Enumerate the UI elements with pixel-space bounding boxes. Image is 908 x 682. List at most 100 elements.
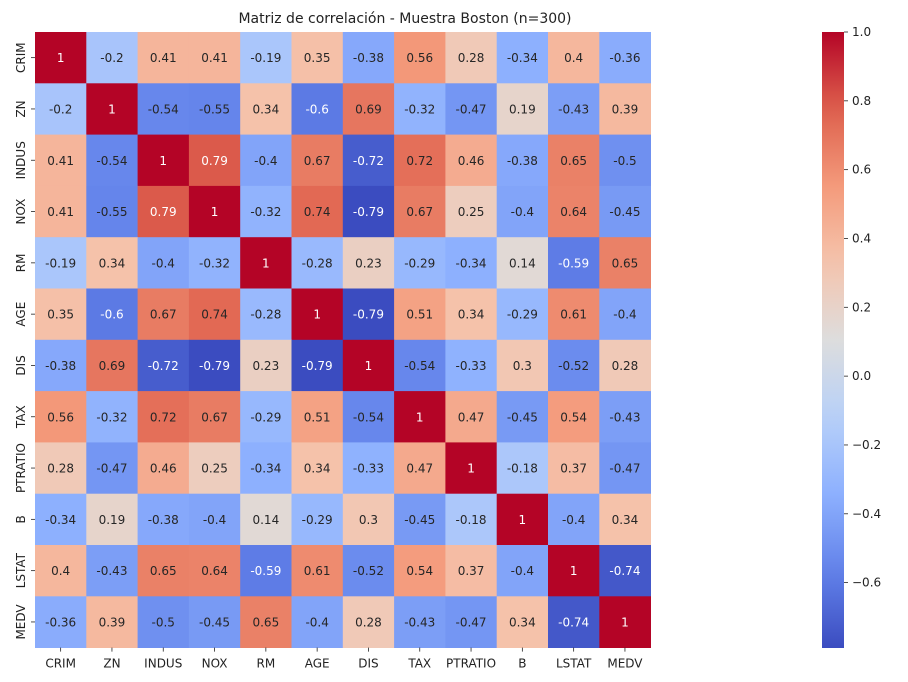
colorbar-tick-label: 1.0 (852, 25, 871, 39)
cell-value-label: -0.2 (100, 51, 123, 65)
cell-value-label: 0.14 (509, 256, 536, 270)
heatmap-cell-tax-lstat (548, 391, 600, 443)
heatmap-cell-indus-rm (240, 134, 292, 187)
cell-value-label: -0.32 (199, 256, 230, 270)
cell-value-label: 1 (262, 256, 270, 270)
cell-value-label: -0.2 (49, 102, 72, 116)
chart-title: Matriz de correlación - Muestra Boston (… (238, 11, 571, 27)
heatmap-cell-age-ptratio (445, 288, 498, 341)
cell-value-label: -0.38 (148, 513, 179, 527)
colorbar-gradient (822, 32, 844, 648)
heatmap-cell-zn-zn (86, 83, 138, 135)
heatmap-cell-zn-crim (35, 83, 87, 135)
y-tick-label-nox: NOX (14, 199, 28, 225)
cell-value-label: -0.36 (45, 615, 76, 629)
heatmap-cell-crim-dis (342, 32, 395, 84)
heatmap-cell-crim-tax (394, 32, 446, 84)
cell-value-label: 0.25 (458, 205, 485, 219)
cell-value-label: 0.67 (150, 308, 177, 322)
cell-value-label: -0.79 (353, 205, 384, 219)
cell-value-label: -0.72 (148, 359, 179, 373)
heatmap-cell-indus-dis (342, 134, 395, 187)
cell-value-label: -0.4 (254, 154, 277, 168)
heatmap-cell-b-lstat (548, 493, 600, 546)
cell-value-label: -0.6 (305, 102, 328, 116)
heatmap-cell-indus-tax (394, 134, 446, 187)
cell-value-label: 0.64 (560, 205, 587, 219)
cell-value-label: -0.45 (507, 410, 538, 424)
colorbar-tick-label: 0.2 (852, 300, 871, 314)
cell-value-label: -0.43 (404, 615, 435, 629)
cell-value-label: -0.29 (404, 256, 435, 270)
cell-value-label: 0.23 (252, 359, 279, 373)
heatmap-cell-ptratio-dis (342, 442, 395, 495)
heatmap-cell-nox-rm (240, 185, 292, 238)
cell-value-label: -0.55 (96, 205, 127, 219)
heatmap-cell-rm-crim (35, 237, 87, 289)
y-tick-label-rm: RM (14, 253, 28, 272)
heatmap-cell-indus-crim (35, 134, 87, 187)
x-tick-label-b: B (518, 657, 526, 671)
y-tick-label-tax: TAX (14, 405, 28, 429)
heatmap-cell-nox-ptratio (445, 185, 498, 238)
heatmap-cell-lstat-ptratio (445, 545, 498, 597)
heatmap-cell-lstat-nox (188, 545, 241, 597)
cell-value-label: 0.39 (612, 102, 639, 116)
y-tick-label-zn: ZN (14, 100, 28, 117)
cell-value-label: 0.25 (201, 462, 228, 476)
heatmap-cell-indus-zn (86, 134, 138, 187)
y-axis-ticks: CRIM ZN INDUS NOX RM AGE DIS TAX PTRATIO B LSTAT ME… (14, 42, 35, 640)
cell-value-label: 1 (159, 154, 167, 168)
cell-value-label: 0.51 (304, 410, 331, 424)
cell-value-label: -0.28 (250, 308, 281, 322)
heatmap-cell-lstat-b (496, 545, 549, 597)
y-tick-label-age: AGE (14, 302, 28, 327)
y-tick-label-indus: INDUS (14, 141, 28, 179)
cell-value-label: 0.28 (612, 359, 639, 373)
heatmap-cell-ptratio-nox (188, 442, 241, 495)
cell-value-label: 0.41 (150, 51, 177, 65)
cell-value-label: 1 (313, 308, 321, 322)
cell-value-label: -0.19 (250, 51, 281, 65)
heatmap-cell-b-crim (35, 493, 87, 546)
heatmap-cell-nox-nox (188, 185, 241, 238)
heatmap-cell-tax-dis (342, 391, 395, 443)
heatmap-cell-tax-indus (137, 391, 190, 443)
heatmap-cell-tax-nox (188, 391, 241, 443)
heatmap-cell-tax-zn (86, 391, 138, 443)
cell-value-label: 0.39 (99, 615, 126, 629)
heatmap-cell-ptratio-tax (394, 442, 446, 495)
cell-value-label: 0.72 (406, 154, 433, 168)
cell-value-label: 1 (211, 205, 219, 219)
heatmap-cell-lstat-tax (394, 545, 446, 597)
cell-value-label: 0.35 (304, 51, 331, 65)
cell-value-label: -0.45 (404, 513, 435, 527)
heatmap-cell-age-indus (137, 288, 190, 341)
cell-value-label: -0.55 (199, 102, 230, 116)
cell-value-label: -0.32 (96, 410, 127, 424)
cell-value-label: 0.4 (564, 51, 583, 65)
heatmap-cell-lstat-rm (240, 545, 292, 597)
cell-value-label: 0.69 (355, 102, 382, 116)
x-tick-label-nox: NOX (202, 657, 228, 671)
heatmap-cell-tax-b (496, 391, 549, 443)
cell-value-label: -0.18 (456, 513, 487, 527)
cell-value-label: -0.33 (353, 462, 384, 476)
colorbar-tick-label: 0.6 (852, 163, 871, 177)
cell-value-label: 0.41 (47, 154, 74, 168)
heatmap-cell-medv-crim (35, 596, 87, 648)
heatmap-cell-ptratio-rm (240, 442, 292, 495)
cell-value-label: -0.47 (456, 615, 487, 629)
heatmap-cell-rm-indus (137, 237, 190, 289)
x-tick-label-age: AGE (305, 657, 330, 671)
cell-value-label: -0.38 (507, 154, 538, 168)
heatmap-cell-rm-rm (240, 237, 292, 289)
heatmap-cell-crim-crim (35, 32, 87, 84)
cell-value-label: 0.72 (150, 410, 177, 424)
cell-value-label: 0.67 (406, 205, 433, 219)
cell-value-label: -0.79 (353, 308, 384, 322)
cell-value-label: -0.4 (562, 513, 585, 527)
cell-value-label: 0.47 (458, 410, 485, 424)
cell-value-label: -0.29 (250, 410, 281, 424)
cell-value-label: -0.38 (45, 359, 76, 373)
